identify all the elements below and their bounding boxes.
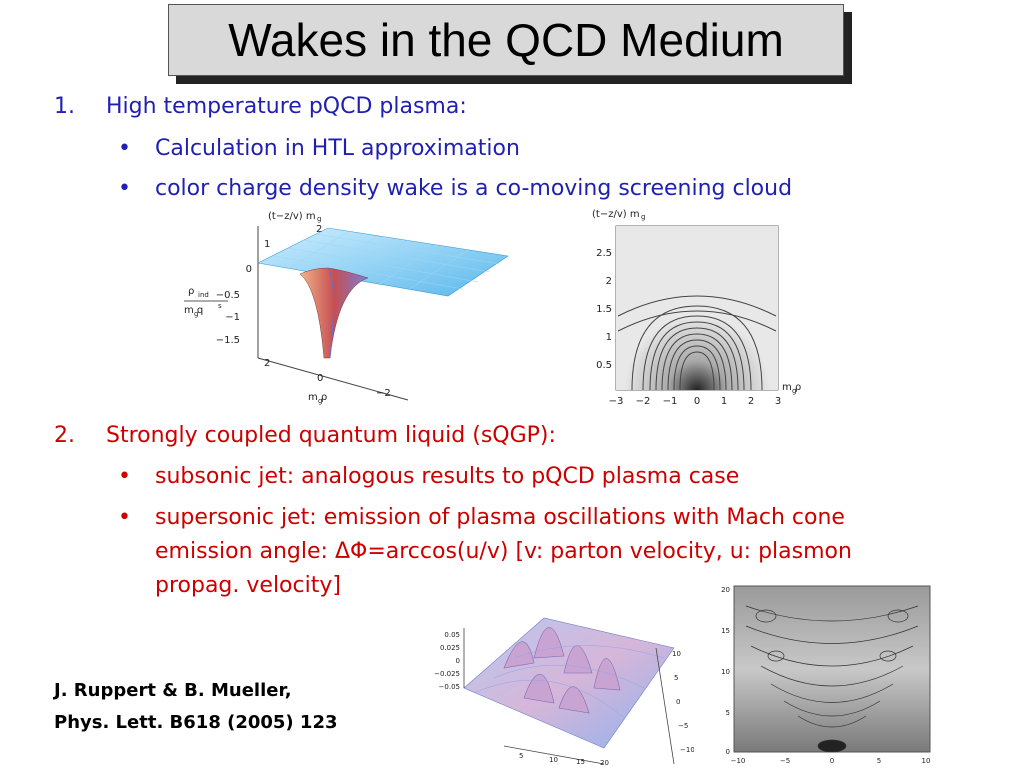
section2-bullet-1: subsonic jet: analogous results to pQCD … [155, 464, 740, 489]
svg-text:5: 5 [726, 709, 730, 717]
section2-bullet-2: supersonic jet: emission of plasma oscil… [155, 505, 845, 530]
surface-plot-figure: (t−z/v) m g 2 1 0 −0.5 −1 −1.5 ρ ind m q… [184, 211, 509, 405]
svg-text:−1: −1 [663, 396, 678, 407]
svg-text:m q: m q [184, 305, 203, 316]
svg-text:m ρ: m ρ [308, 392, 327, 403]
svg-text:0: 0 [456, 657, 460, 665]
svg-text:0.5: 0.5 [596, 360, 612, 371]
svg-text:3: 3 [775, 396, 781, 407]
svg-text:g: g [792, 387, 796, 395]
svg-text:20: 20 [721, 586, 730, 594]
bullet-glyph: • [118, 136, 131, 161]
svg-text:ρ: ρ [188, 286, 194, 297]
svg-text:10: 10 [549, 756, 558, 764]
citation-journal: Phys. Lett. B618 (2005) 123 [54, 712, 338, 733]
svg-text:10: 10 [672, 650, 681, 658]
svg-text:−2: −2 [376, 388, 391, 399]
section2-number: 2. [54, 423, 75, 448]
svg-text:m ρ: m ρ [782, 382, 801, 393]
svg-text:0.025: 0.025 [440, 644, 460, 652]
section2-bullet-2-cont2: propag. velocity] [155, 573, 341, 598]
svg-text:0: 0 [317, 373, 323, 384]
contour-ylabel: (t−z/v) m [592, 209, 640, 220]
mach-surface [463, 617, 675, 749]
svg-text:10: 10 [922, 757, 931, 765]
svg-text:−0.5: −0.5 [216, 290, 240, 301]
svg-text:−10: −10 [680, 746, 694, 754]
svg-text:0.05: 0.05 [444, 631, 460, 639]
contour-plot-figure: (t−z/v) m g 2.5 2 1.5 1 0.5 −3 −2 −1 0 1… [592, 209, 801, 407]
svg-text:−3: −3 [609, 396, 624, 407]
svg-text:5: 5 [674, 674, 678, 682]
section2-heading: Strongly coupled quantum liquid (sQGP): [106, 423, 556, 448]
svg-text:0: 0 [830, 757, 834, 765]
svg-text:1: 1 [264, 239, 270, 250]
section1-bullet-2: color charge density wake is a co-moving… [155, 176, 793, 201]
svg-text:2: 2 [316, 224, 322, 235]
svg-text:0: 0 [676, 698, 680, 706]
svg-text:15: 15 [576, 758, 585, 766]
svg-text:0: 0 [246, 264, 252, 275]
zaxis-label: (t−z/v) m [268, 211, 316, 222]
section1-bullet-1: Calculation in HTL approximation [155, 136, 520, 161]
svg-text:ind: ind [198, 291, 209, 299]
svg-text:−5: −5 [780, 757, 790, 765]
svg-text:g: g [318, 397, 322, 405]
bullet-glyph: • [118, 505, 131, 530]
wake-spike [299, 267, 369, 359]
svg-text:−1.5: −1.5 [216, 335, 240, 346]
bullet-glyph: • [118, 464, 131, 489]
svg-text:−5: −5 [678, 722, 688, 730]
svg-text:2: 2 [264, 358, 270, 369]
svg-text:g: g [641, 213, 645, 221]
svg-text:5: 5 [519, 752, 523, 760]
svg-text:1: 1 [606, 332, 612, 343]
svg-text:−2: −2 [636, 396, 651, 407]
svg-text:−0.025: −0.025 [434, 670, 460, 678]
svg-text:20: 20 [600, 759, 609, 766]
mach-cone-surface-figure: 0.05 0.025 0 −0.025 −0.05 10 5 0 −5 −10 … [434, 617, 694, 766]
title-box: Wakes in the QCD Medium [168, 4, 844, 76]
svg-text:1.5: 1.5 [596, 304, 612, 315]
svg-text:s: s [218, 302, 222, 310]
slide-title: Wakes in the QCD Medium [228, 14, 784, 66]
section1-number: 1. [54, 94, 75, 119]
svg-text:−1: −1 [225, 312, 240, 323]
bullet-glyph: • [118, 176, 131, 201]
svg-text:−0.05: −0.05 [439, 683, 460, 691]
svg-text:2: 2 [748, 396, 754, 407]
svg-text:0: 0 [726, 748, 730, 756]
svg-text:1: 1 [721, 396, 727, 407]
svg-text:2: 2 [606, 276, 612, 287]
svg-text:g: g [194, 310, 198, 318]
svg-text:5: 5 [877, 757, 881, 765]
section2-bullet-2-cont: emission angle: ΔΦ=arccos(u/v) [v: parto… [155, 539, 852, 564]
citation-authors: J. Ruppert & B. Mueller, [54, 680, 292, 701]
svg-text:0: 0 [694, 396, 700, 407]
svg-text:10: 10 [721, 668, 730, 676]
mach-cone-contour-figure: 20 15 10 5 0 −10 −5 0 5 10 [721, 585, 931, 765]
surface-sheet [257, 227, 509, 297]
svg-text:15: 15 [721, 627, 730, 635]
section1-heading: High temperature pQCD plasma: [106, 94, 467, 119]
svg-text:−10: −10 [731, 757, 746, 765]
svg-text:2.5: 2.5 [596, 248, 612, 259]
svg-text:g: g [317, 215, 321, 223]
